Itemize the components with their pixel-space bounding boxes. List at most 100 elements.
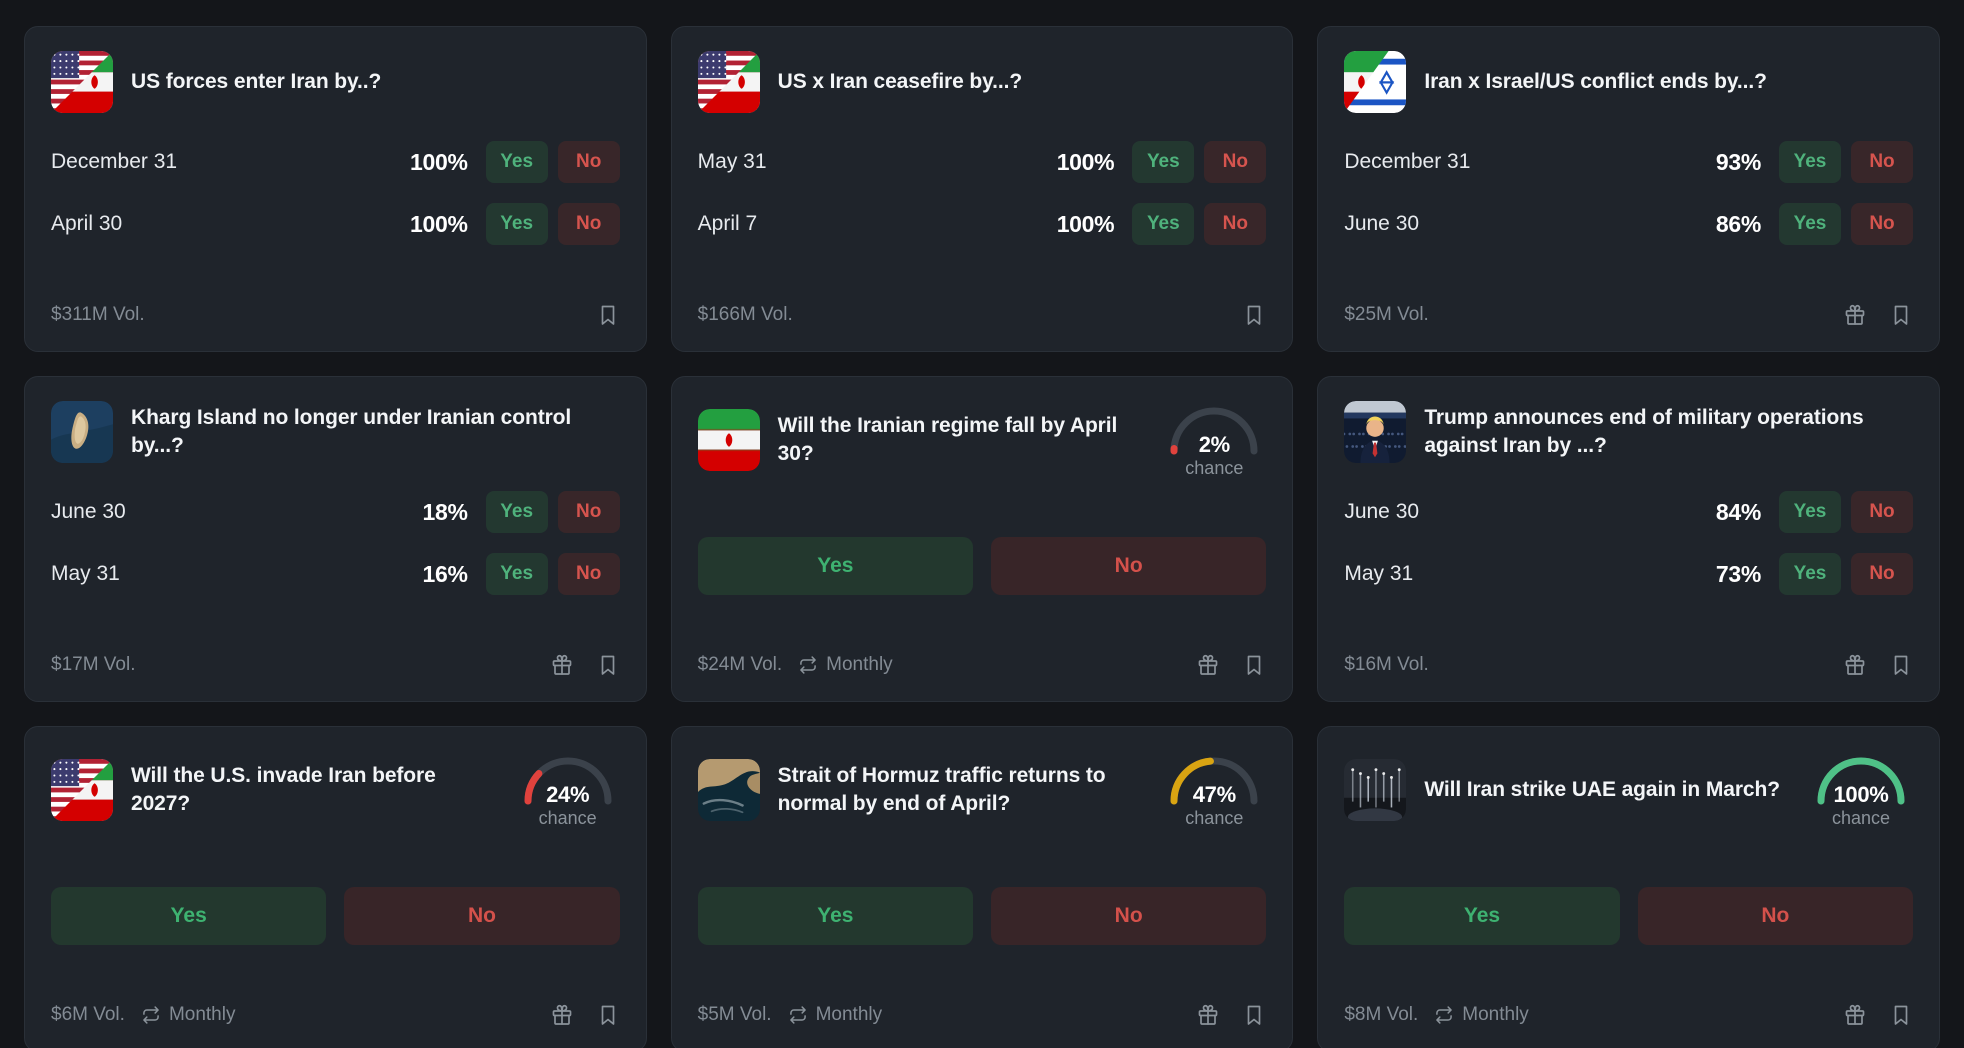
bookmark-icon[interactable] — [1889, 653, 1913, 677]
yes-button[interactable]: Yes — [1132, 203, 1195, 245]
yes-button[interactable]: Yes — [51, 887, 327, 945]
outcome-row: December 31 93% Yes No — [1344, 141, 1913, 183]
no-button[interactable]: No — [557, 553, 620, 595]
bookmark-icon[interactable] — [1889, 1003, 1913, 1027]
yes-button[interactable]: Yes — [1344, 887, 1620, 945]
missile-night-image — [1344, 759, 1407, 821]
outcome-label: December 31 — [1344, 150, 1471, 173]
recurrence: Monthly — [1434, 1004, 1529, 1026]
no-button[interactable]: No — [1204, 141, 1267, 183]
yes-button[interactable]: Yes — [1779, 203, 1841, 245]
market-title[interactable]: Iran x Israel/US conflict ends by...? — [1424, 69, 1767, 93]
no-button[interactable]: No — [991, 537, 1267, 595]
chance-gauge: 2% chance — [1162, 401, 1266, 479]
market-card[interactable]: Iran x Israel/US conflict ends by...? De… — [1317, 26, 1940, 352]
card-header: Kharg Island no longer under Iranian con… — [51, 401, 620, 463]
recurrence: Monthly — [141, 1004, 236, 1026]
market-card[interactable]: Will the Iranian regime fall by April 30… — [670, 376, 1294, 702]
card-header: Strait of Hormuz traffic returns to norm… — [697, 751, 1267, 829]
repeat-icon — [141, 1005, 161, 1025]
card-footer: $25M Vol. — [1344, 303, 1913, 327]
no-button[interactable]: No — [1204, 203, 1267, 245]
market-title[interactable]: Kharg Island no longer under Iranian con… — [131, 405, 572, 457]
gift-icon[interactable] — [550, 1003, 574, 1027]
gift-icon[interactable] — [1843, 1003, 1867, 1027]
no-button[interactable]: No — [557, 141, 620, 183]
us-iran-flags-image — [697, 51, 760, 113]
yes-button[interactable]: Yes — [697, 537, 973, 595]
outcome-controls: 86% Yes No — [1681, 203, 1913, 245]
market-card[interactable]: Kharg Island no longer under Iranian con… — [24, 376, 647, 702]
bookmark-icon[interactable] — [1242, 303, 1266, 327]
no-button[interactable]: No — [344, 887, 620, 945]
market-title[interactable]: Will Iran strike UAE again in March? — [1424, 777, 1780, 801]
yes-button[interactable]: Yes — [485, 203, 548, 245]
yes-button[interactable]: Yes — [1779, 141, 1841, 183]
outcome-list: December 31 93% Yes No June 30 86% Yes N… — [1344, 141, 1913, 245]
trump-rally-image — [1344, 401, 1407, 463]
card-footer: $8M Vol. Monthly — [1344, 1003, 1913, 1027]
us-iran-flags-image — [51, 759, 113, 821]
market-card[interactable]: Trump announces end of military operatio… — [1317, 376, 1940, 702]
bookmark-icon[interactable] — [596, 1003, 620, 1027]
gift-icon[interactable] — [1196, 653, 1220, 677]
no-button[interactable]: No — [1637, 887, 1914, 945]
market-card[interactable]: Will Iran strike UAE again in March? 100… — [1317, 726, 1940, 1048]
market-card[interactable]: Strait of Hormuz traffic returns to norm… — [670, 726, 1294, 1048]
outcome-list: June 30 84% Yes No May 31 73% Yes No — [1344, 491, 1913, 595]
recurrence-label: Monthly — [1462, 1004, 1529, 1025]
volume-label: $24M Vol. — [697, 654, 783, 675]
yes-button[interactable]: Yes — [1779, 491, 1841, 533]
market-title[interactable]: Strait of Hormuz traffic returns to norm… — [777, 763, 1106, 815]
volume-label: $25M Vol. — [1344, 304, 1429, 325]
kharg-island-image — [51, 401, 113, 463]
market-title[interactable]: Will the U.S. invade Iran before 2027? — [131, 763, 436, 815]
bookmark-icon[interactable] — [1242, 653, 1266, 677]
gift-icon[interactable] — [550, 653, 574, 677]
no-button[interactable]: No — [991, 887, 1267, 945]
market-title[interactable]: Will the Iranian regime fall by April 30… — [777, 413, 1118, 465]
market-title[interactable]: US x Iran ceasefire by...? — [777, 69, 1023, 93]
market-title[interactable]: Trump announces end of military operatio… — [1424, 405, 1864, 457]
no-button[interactable]: No — [1851, 203, 1913, 245]
bookmark-icon[interactable] — [596, 303, 620, 327]
market-card[interactable]: US forces enter Iran by..? December 31 1… — [24, 26, 647, 352]
no-button[interactable]: No — [557, 491, 620, 533]
no-button[interactable]: No — [557, 203, 620, 245]
gift-icon[interactable] — [1196, 1003, 1220, 1027]
outcome-controls: 100% Yes No — [1034, 141, 1267, 183]
bookmark-icon[interactable] — [596, 653, 620, 677]
outcome-controls: 100% Yes No — [388, 203, 620, 245]
yes-button[interactable]: Yes — [1132, 141, 1195, 183]
yes-button[interactable]: Yes — [485, 491, 548, 533]
chance-percent: 47% — [1192, 782, 1236, 807]
outcome-controls: 73% Yes No — [1681, 553, 1913, 595]
yes-button[interactable]: Yes — [485, 141, 548, 183]
market-card[interactable]: US x Iran ceasefire by...? May 31 100% Y… — [670, 26, 1294, 352]
outcome-controls: 93% Yes No — [1681, 141, 1913, 183]
yes-button[interactable]: Yes — [697, 887, 973, 945]
no-button[interactable]: No — [1851, 491, 1913, 533]
card-header: US x Iran ceasefire by...? — [697, 51, 1267, 113]
chance-label: chance — [1831, 808, 1891, 828]
card-header: Iran x Israel/US conflict ends by...? — [1344, 51, 1913, 113]
gift-icon[interactable] — [1843, 303, 1867, 327]
yes-button[interactable]: Yes — [1779, 553, 1841, 595]
outcome-row: June 30 18% Yes No — [51, 491, 620, 533]
bookmark-icon[interactable] — [1242, 1003, 1266, 1027]
yes-button[interactable]: Yes — [485, 553, 548, 595]
market-title[interactable]: US forces enter Iran by..? — [131, 69, 382, 93]
outcome-percent: 18% — [422, 498, 468, 525]
no-button[interactable]: No — [1851, 141, 1913, 183]
bookmark-icon[interactable] — [1889, 303, 1913, 327]
outcome-controls: 84% Yes No — [1681, 491, 1913, 533]
outcome-label: May 31 — [1344, 562, 1414, 585]
gauge-arc: 100% — [1813, 751, 1909, 807]
no-button[interactable]: No — [1851, 553, 1913, 595]
card-header: Will the Iranian regime fall by April 30… — [697, 401, 1267, 479]
footer-actions — [1843, 653, 1913, 677]
recurrence-label: Monthly — [168, 1004, 236, 1025]
market-card[interactable]: Will the U.S. invade Iran before 2027? 2… — [24, 726, 647, 1048]
gift-icon[interactable] — [1843, 653, 1867, 677]
footer-meta: $24M Vol. Monthly — [698, 654, 893, 676]
